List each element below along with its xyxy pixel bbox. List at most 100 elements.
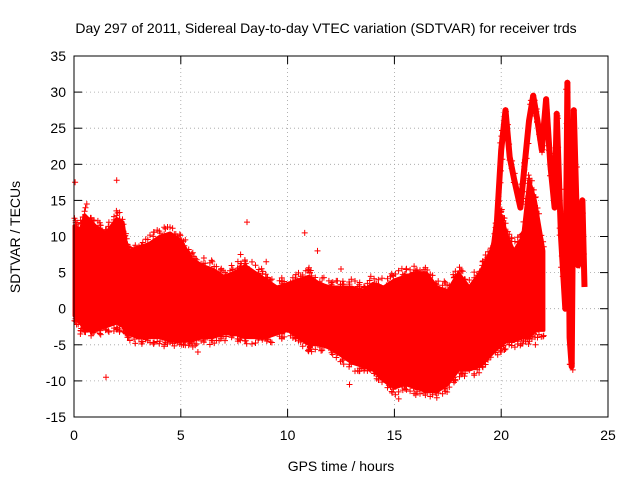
data-point [169,340,176,347]
y-tick-label: 0 [58,301,66,317]
data-point [424,267,431,273]
data-point [402,271,409,278]
data-point [306,264,312,271]
data-point [177,232,184,239]
data-point [185,342,192,349]
data-point [441,385,448,392]
data-point [474,366,481,373]
data-point [289,274,296,281]
data-point [532,328,539,335]
data-point [228,262,235,269]
y-tick-label: 20 [50,156,66,172]
data-point [442,385,449,392]
data-point [570,180,576,187]
data-point [189,249,196,256]
data-point [105,223,112,230]
data-point [348,276,355,283]
chart-title: Day 297 of 2011, Sidereal Day-to-day VTE… [75,20,576,36]
data-point [234,335,241,342]
data-point [532,194,539,201]
data-point [139,338,146,345]
data-point [556,225,563,232]
data-point [105,329,112,335]
data-point [536,331,542,338]
data-point [379,379,385,386]
data-point [521,156,528,163]
data-point [312,274,319,281]
data-point [124,241,131,248]
data-point [576,262,583,269]
data-point [501,215,508,222]
data-point [407,388,414,395]
outlier-point [113,177,120,184]
data-point [540,238,547,245]
y-tick-label: -15 [46,409,66,425]
data-point [379,275,385,282]
data-point [559,245,566,252]
data-point [339,356,346,362]
data-point [479,361,486,368]
data-point [318,347,325,354]
data-point [497,139,504,146]
data-point [529,333,536,340]
data-point [361,284,368,291]
data-point [157,230,163,237]
data-point [414,268,421,275]
data-point [387,383,394,390]
data-point [493,229,500,235]
data-point [364,280,371,287]
x-tick-label: 20 [493,427,509,443]
data-point [102,327,109,334]
data-point [579,210,586,217]
data-point [502,125,509,132]
x-tick-label: 25 [600,427,616,443]
series-sdtvar [71,79,588,402]
data-point [110,328,117,334]
data-point [511,170,518,177]
data-point [564,160,570,166]
data-point [188,250,195,257]
y-tick-label: 25 [50,120,66,136]
data-point [403,265,410,272]
data-point [508,235,515,242]
y-axis-label: SDTVAR / TECUs [7,181,23,293]
data-point [450,274,457,281]
data-point [110,216,117,223]
data-point [538,232,545,239]
data-point [243,340,250,347]
data-point [80,214,87,221]
data-point [518,181,525,188]
data-point [176,231,183,238]
data-point [161,224,168,231]
data-point [356,279,363,286]
data-point [559,273,566,280]
data-point [491,249,497,256]
data-point [515,197,522,204]
data-point [555,144,562,151]
data-point [185,246,192,253]
data-point [514,234,521,241]
x-tick-label: 5 [177,427,185,443]
data-point [88,332,95,339]
data-point [287,279,294,286]
data-point [147,232,153,239]
data-point [242,260,249,267]
data-point [299,343,306,350]
data-point [533,111,540,118]
data-point [299,272,306,278]
data-point [554,115,561,122]
plot-frame [73,55,609,418]
data-point [367,367,374,374]
data-point [551,198,558,204]
data-point [169,225,176,232]
y-tick-label: 35 [50,48,66,64]
data-point [506,157,513,164]
data-point [122,232,129,239]
data-point [474,272,481,279]
data-point [161,341,168,348]
data-point [78,219,85,226]
data-point [252,340,259,346]
outlier-point [301,229,308,236]
data-point [499,127,506,134]
data-point [188,340,195,347]
